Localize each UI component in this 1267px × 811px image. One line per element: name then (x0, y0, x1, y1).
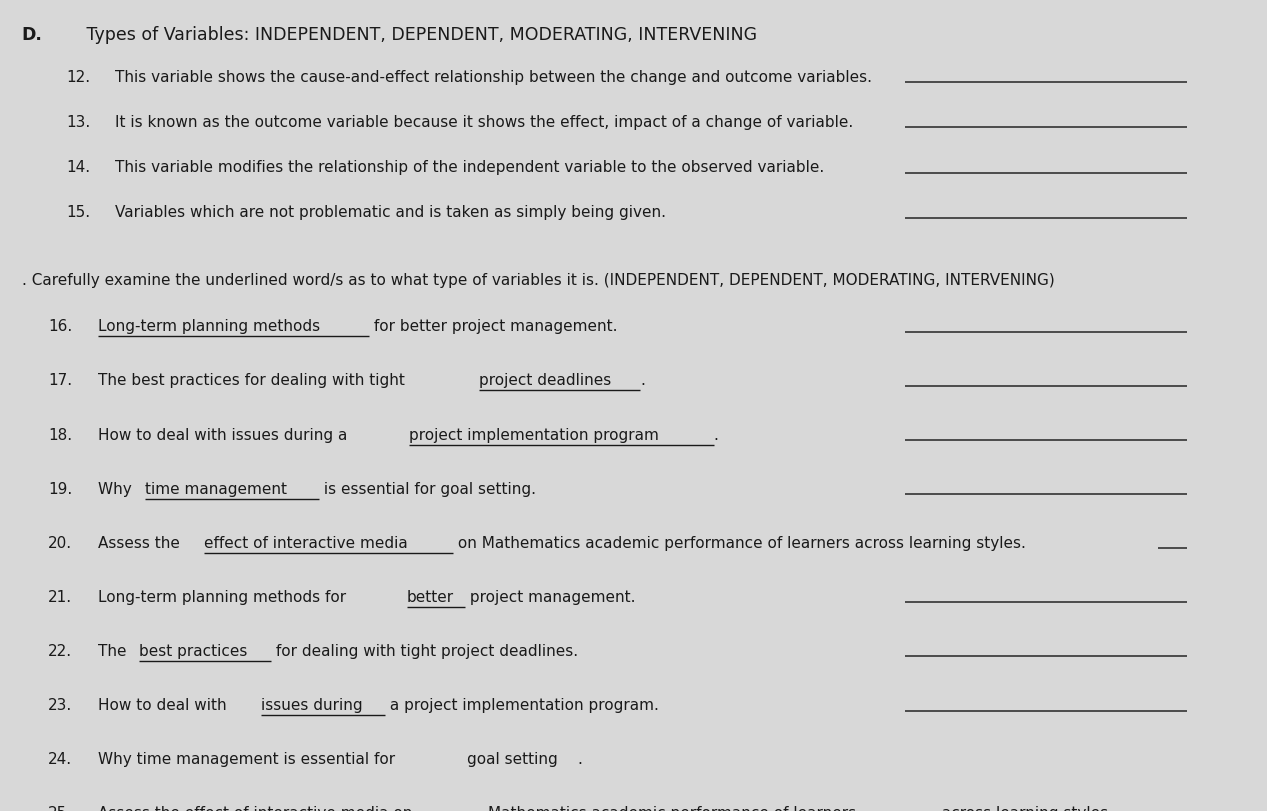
Text: 13.: 13. (66, 115, 90, 130)
Text: 16.: 16. (48, 319, 72, 334)
Text: Why time management is essential for: Why time management is essential for (99, 751, 400, 766)
Text: 22.: 22. (48, 643, 72, 658)
Text: for better project management.: for better project management. (370, 319, 618, 334)
Text: better: better (407, 589, 454, 604)
Text: It is known as the outcome variable because it shows the effect, impact of a cha: It is known as the outcome variable beca… (115, 115, 853, 130)
Text: Assess the: Assess the (99, 535, 185, 550)
Text: a project implementation program.: a project implementation program. (385, 697, 659, 712)
Text: .: . (578, 751, 583, 766)
Text: Long-term planning methods: Long-term planning methods (99, 319, 321, 334)
Text: for dealing with tight project deadlines.: for dealing with tight project deadlines… (271, 643, 579, 658)
Text: This variable modifies the relationship of the independent variable to the obser: This variable modifies the relationship … (115, 160, 825, 175)
Text: .: . (713, 427, 718, 442)
Text: project implementation program: project implementation program (408, 427, 659, 442)
Text: Mathematics academic performance of learners: Mathematics academic performance of lear… (488, 805, 856, 811)
Text: 15.: 15. (66, 205, 90, 220)
Text: time management: time management (146, 481, 288, 496)
Text: issues during: issues during (261, 697, 362, 712)
Text: How to deal with issues during a: How to deal with issues during a (99, 427, 352, 442)
Text: project management.: project management. (465, 589, 635, 604)
Text: The best practices for dealing with tight: The best practices for dealing with tigh… (99, 373, 411, 388)
Text: 20.: 20. (48, 535, 72, 550)
Text: This variable shows the cause-and-effect relationship between the change and out: This variable shows the cause-and-effect… (115, 70, 872, 85)
Text: Why: Why (99, 481, 137, 496)
Text: 14.: 14. (66, 160, 90, 175)
Text: 25.: 25. (48, 805, 72, 811)
Text: 12.: 12. (66, 70, 90, 85)
Text: 24.: 24. (48, 751, 72, 766)
Text: 21.: 21. (48, 589, 72, 604)
Text: 19.: 19. (48, 481, 72, 496)
Text: 17.: 17. (48, 373, 72, 388)
Text: across learning styles.: across learning styles. (938, 805, 1114, 811)
Text: best practices: best practices (139, 643, 247, 658)
Text: is essential for goal setting.: is essential for goal setting. (319, 481, 536, 496)
Text: Long-term planning methods for: Long-term planning methods for (99, 589, 351, 604)
Text: D.: D. (22, 26, 43, 45)
Text: Variables which are not problematic and is taken as simply being given.: Variables which are not problematic and … (115, 205, 666, 220)
Text: . Carefully examine the underlined word/s as to what type of variables it is. (I: . Carefully examine the underlined word/… (22, 272, 1054, 287)
Text: Assess the effect of interactive media on: Assess the effect of interactive media o… (99, 805, 418, 811)
Text: The: The (99, 643, 132, 658)
Text: effect of interactive media: effect of interactive media (204, 535, 408, 550)
Text: 18.: 18. (48, 427, 72, 442)
Text: How to deal with: How to deal with (99, 697, 232, 712)
Text: goal setting: goal setting (466, 751, 557, 766)
Text: Types of Variables: INDEPENDENT, DEPENDENT, MODERATING, INTERVENING: Types of Variables: INDEPENDENT, DEPENDE… (70, 26, 756, 45)
Text: 23.: 23. (48, 697, 72, 712)
Text: .: . (640, 373, 645, 388)
Text: project deadlines: project deadlines (479, 373, 611, 388)
Text: on Mathematics academic performance of learners across learning styles.: on Mathematics academic performance of l… (452, 535, 1026, 550)
